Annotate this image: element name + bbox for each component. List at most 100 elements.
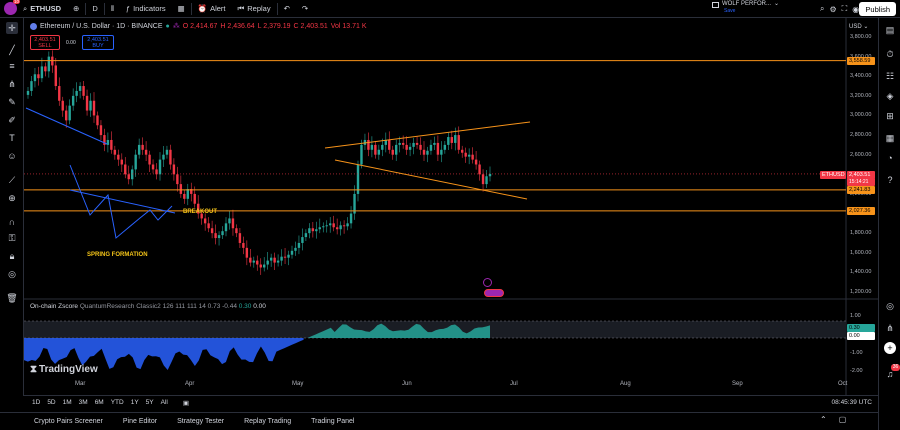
clock[interactable]: 08:45:39 UTC (831, 399, 872, 406)
candle-body (440, 149, 443, 155)
price-axis-label: 3,200.00 (850, 92, 872, 99)
fullscreen-icon[interactable]: ⛶ (841, 4, 848, 13)
annotation-spring[interactable]: SPRING FORMATION (87, 252, 148, 258)
symbol-search[interactable]: ⌕ ETHUSD (17, 0, 67, 18)
range-button[interactable]: 1M (62, 399, 72, 406)
range-button[interactable]: All (160, 399, 168, 406)
brush-icon[interactable]: ✎ (8, 97, 16, 107)
chat-icon[interactable]: ☷ (885, 71, 895, 81)
range-button[interactable]: 3M (78, 399, 88, 406)
notifications-icon[interactable]: ◔ (887, 153, 893, 163)
search-icon[interactable]: ⌕ (820, 4, 825, 13)
indicator-legend[interactable]: On-chain Zscore QuantumResearch Classic2… (30, 303, 266, 310)
add-circle-icon[interactable]: + (884, 342, 896, 354)
text-icon[interactable]: T (9, 133, 15, 143)
bottom-tab[interactable]: Trading Panel (311, 418, 355, 425)
range-button[interactable]: YTD (110, 399, 124, 406)
interval-button[interactable]: D (92, 4, 98, 13)
price-axis-label: 3,400.00 (850, 73, 872, 80)
annotation-breakout[interactable]: BREAKOUT (183, 209, 217, 215)
candle-body (89, 100, 92, 111)
candle-body (203, 218, 207, 224)
chevron-up-icon[interactable]: ⌃ (820, 415, 827, 424)
pen-icon[interactable]: ✐ (8, 115, 16, 125)
candle-body (318, 227, 321, 230)
help-icon[interactable]: ? (887, 175, 893, 185)
ruler-icon[interactable]: ⟋ (8, 175, 16, 185)
settings-icon[interactable]: ⚙ (829, 4, 837, 14)
buy-button[interactable]: 2,403.51 BUY (82, 35, 114, 50)
layout-icon (712, 1, 719, 8)
time-axis-label: Aug (620, 381, 631, 387)
events-icon[interactable] (483, 278, 492, 287)
notification-badge: 36 (891, 364, 900, 371)
ideas-icon[interactable]: ⊞ (886, 111, 894, 121)
buy-label: BUY (92, 43, 104, 49)
lock-icon[interactable]: 🔒︎ (9, 251, 15, 261)
candle-body (433, 142, 436, 145)
bottom-tab[interactable]: Pine Editor (122, 418, 158, 425)
chart-type-button[interactable]: ⫴ (105, 0, 120, 18)
candle-body (117, 154, 120, 160)
templates-button[interactable]: ▦ (172, 0, 191, 18)
candle-body (47, 56, 51, 72)
watchlist-icon[interactable]: ▤ (885, 25, 895, 35)
bottom-tab[interactable]: Replay Trading (244, 418, 292, 425)
date-range-icon[interactable]: ▣ (182, 399, 190, 407)
candle-body (342, 225, 346, 227)
emoji-icon[interactable]: ☺ (7, 151, 17, 161)
dividends-flag-icon[interactable] (484, 289, 504, 297)
undo-button[interactable]: ↶ (278, 0, 296, 18)
range-button[interactable]: 5D (47, 399, 56, 406)
candle-body (238, 233, 242, 243)
zoom-in-icon[interactable]: ⊕ (8, 193, 16, 203)
bottom-tab[interactable]: Strategy Tester (177, 418, 225, 425)
range-button[interactable]: 5Y (145, 399, 154, 406)
pitchfork-icon[interactable]: ⋔ (8, 79, 16, 89)
trash-icon[interactable]: 🗑︎ (6, 293, 18, 303)
tree-icon[interactable]: ⋔ (886, 323, 894, 333)
indicators-button[interactable]: ƒ Indicators (120, 0, 172, 18)
crosshair-icon[interactable]: ✛ (6, 22, 18, 34)
maximize-icon[interactable]: ▢ (838, 415, 847, 424)
eye-icon[interactable]: ◎ (8, 269, 16, 279)
alert-button[interactable]: ⏰ Alert (192, 0, 232, 18)
trend-line-icon[interactable]: ╱ (9, 45, 15, 55)
user-avatar[interactable]: 10 (4, 0, 20, 15)
sell-button[interactable]: 2,403.51 SELL (30, 35, 60, 50)
range-button[interactable]: 6M (94, 399, 104, 406)
bottom-tab[interactable]: Crypto Pairs Screener (34, 418, 103, 425)
replay-button[interactable]: ⏮ Replay (231, 0, 276, 18)
publish-button[interactable]: Publish (859, 2, 896, 16)
brand-name: TradingView (39, 364, 98, 375)
compare-button[interactable]: ⊕ (67, 0, 85, 18)
indicator-axis-label: 1.00 (850, 313, 861, 319)
magnet-icon[interactable]: ∩ (8, 217, 16, 227)
search-icon: ⌕ (23, 3, 28, 13)
candle-body (165, 149, 169, 155)
lock-drawings-icon[interactable]: ⚿ (8, 233, 16, 243)
camera-icon[interactable]: ◉ (852, 4, 860, 14)
candle-body (144, 149, 148, 155)
alerts-clock-icon[interactable]: ⏱ (886, 49, 894, 59)
range-button[interactable]: 1Y (130, 399, 139, 406)
legend-open: O 2,414.67 (182, 22, 218, 30)
bell-icon[interactable]: ♫ (886, 369, 894, 379)
range-button[interactable]: 1D (32, 399, 41, 406)
horizontal-lines-icon[interactable]: ≡ (9, 61, 15, 71)
layout-switcher[interactable]: WOLF PERFOR... ⌄ Save (712, 1, 798, 17)
indicator-params: Classic2 126 111 111 14 0.73 -0.44 (136, 303, 237, 310)
candle-body (58, 86, 61, 101)
redo-button[interactable]: ↷ (296, 0, 314, 18)
signal-icon[interactable]: ◎ (886, 301, 894, 311)
layers-icon[interactable]: ◈ (886, 91, 894, 101)
candle-body (273, 257, 276, 263)
candle-body (443, 144, 447, 150)
calendar-icon[interactable]: ▦ (885, 133, 895, 143)
candle-body (461, 149, 464, 153)
candle-body (252, 260, 255, 263)
indicator-author: QuantumResearch (79, 303, 135, 310)
candle-body (61, 100, 64, 111)
currency-selector[interactable]: USD ⌄ (849, 23, 868, 30)
